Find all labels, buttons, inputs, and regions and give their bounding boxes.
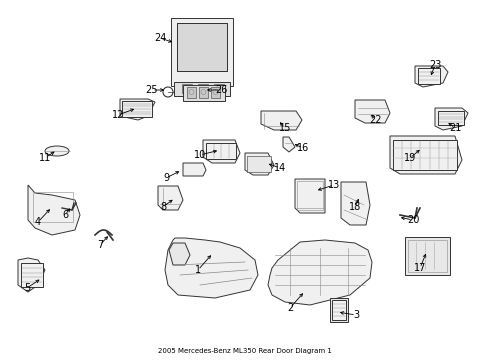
Text: 14: 14 [273, 163, 285, 173]
Text: 11: 11 [39, 153, 51, 163]
Bar [205, 143, 236, 159]
Bar [407, 240, 446, 272]
Polygon shape [203, 140, 240, 163]
Text: 2: 2 [286, 303, 292, 313]
Bar [331, 300, 346, 320]
Text: 23: 23 [428, 60, 440, 70]
Bar [33, 192, 73, 222]
Bar [177, 23, 226, 71]
Text: 19: 19 [403, 153, 415, 163]
Bar [214, 84, 224, 93]
Polygon shape [183, 163, 205, 176]
Text: 9: 9 [163, 173, 169, 183]
Polygon shape [354, 100, 389, 123]
Text: 26: 26 [214, 85, 227, 95]
Ellipse shape [45, 146, 69, 156]
Polygon shape [434, 108, 467, 130]
Bar [171, 18, 232, 86]
Bar [177, 23, 226, 71]
Polygon shape [414, 66, 447, 87]
Bar [392, 140, 456, 170]
Polygon shape [28, 185, 80, 235]
Bar [296, 181, 323, 210]
Text: 17: 17 [413, 263, 426, 273]
Bar [21, 263, 43, 287]
Text: 20: 20 [406, 215, 418, 225]
Polygon shape [164, 238, 258, 298]
Polygon shape [158, 186, 183, 210]
Text: 2005 Mercedes-Benz ML350 Rear Door Diagram 1: 2005 Mercedes-Benz ML350 Rear Door Diagr… [157, 348, 331, 354]
Polygon shape [120, 99, 155, 120]
Bar [182, 84, 192, 93]
Text: 15: 15 [278, 123, 290, 133]
Bar [199, 87, 207, 98]
Text: 18: 18 [348, 202, 360, 212]
Text: 21: 21 [448, 123, 460, 133]
Polygon shape [340, 182, 369, 225]
Text: 6: 6 [62, 210, 68, 220]
Polygon shape [261, 111, 302, 130]
Text: 3: 3 [352, 310, 358, 320]
Bar [404, 237, 449, 275]
Bar [210, 87, 220, 98]
Text: 10: 10 [193, 150, 206, 160]
Text: 24: 24 [154, 33, 166, 43]
Bar [122, 101, 152, 117]
Text: 16: 16 [296, 143, 308, 153]
Text: 8: 8 [160, 202, 166, 212]
Bar [174, 82, 229, 96]
Polygon shape [294, 179, 325, 213]
Bar [329, 298, 347, 322]
Bar [198, 84, 207, 93]
Polygon shape [169, 243, 190, 265]
Text: 25: 25 [145, 85, 158, 95]
Polygon shape [389, 136, 461, 174]
Polygon shape [267, 240, 371, 305]
Bar [183, 85, 224, 101]
Text: 7: 7 [97, 240, 103, 250]
Polygon shape [283, 137, 294, 152]
Bar [186, 87, 196, 98]
Bar [437, 111, 463, 125]
Text: 13: 13 [327, 180, 340, 190]
Bar [246, 156, 270, 172]
Text: 12: 12 [112, 110, 124, 120]
Polygon shape [18, 258, 45, 292]
Bar [417, 68, 439, 84]
Text: 5: 5 [24, 283, 30, 293]
Polygon shape [244, 153, 273, 175]
Text: 1: 1 [195, 265, 201, 275]
Text: 22: 22 [368, 115, 381, 125]
Text: 4: 4 [35, 217, 41, 227]
